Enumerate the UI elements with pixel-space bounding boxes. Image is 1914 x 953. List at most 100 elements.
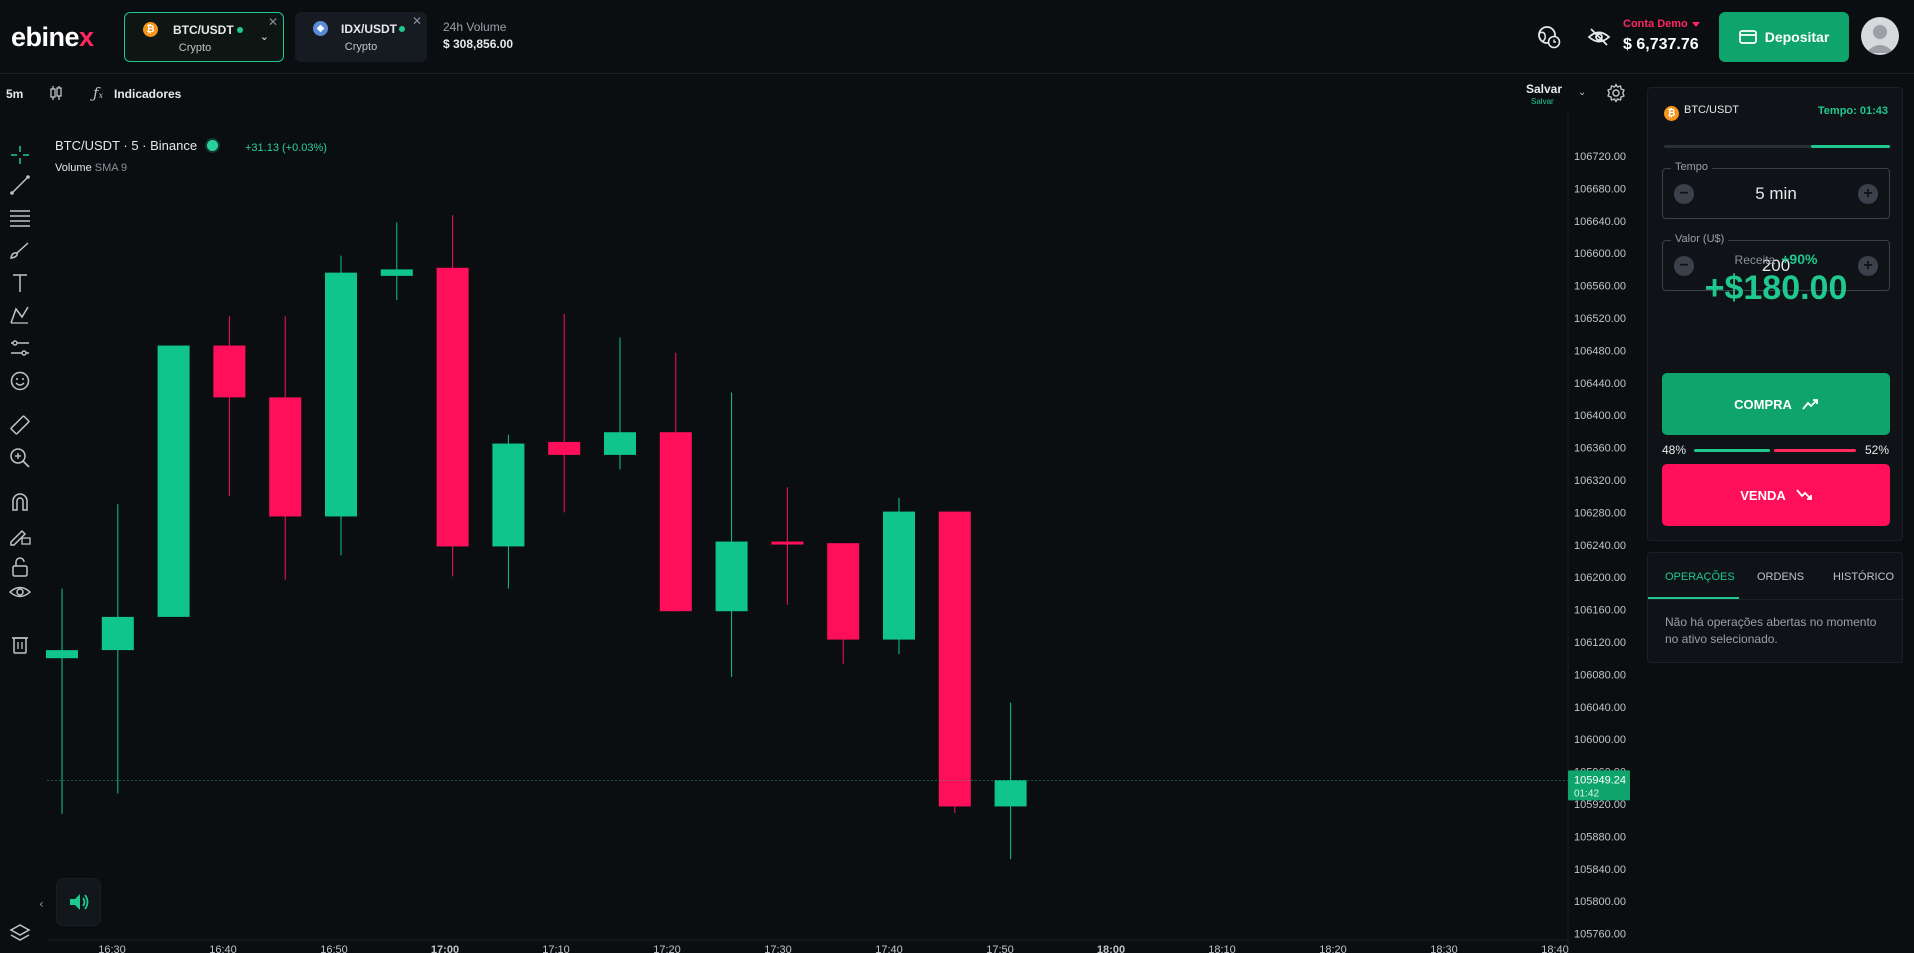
caret-down-icon xyxy=(1691,21,1700,27)
price-tick-label: 106240.00 xyxy=(1574,540,1626,552)
emoji-icon[interactable] xyxy=(8,369,32,393)
market-status-dot xyxy=(207,140,219,151)
active-tab-indicator xyxy=(1648,597,1739,599)
forecast-tool-icon[interactable] xyxy=(8,336,32,360)
user-icon xyxy=(1866,25,1894,53)
price-tick-label: 106320.00 xyxy=(1574,475,1626,487)
layers-icon[interactable] xyxy=(8,921,32,945)
income-value: +$180.00 xyxy=(1704,269,1848,307)
magnet-icon[interactable] xyxy=(8,490,32,514)
expiry-timer: Tempo: 01:43 xyxy=(1817,105,1888,117)
price-tick-label: 106280.00 xyxy=(1574,507,1626,519)
brush-icon[interactable] xyxy=(8,238,32,262)
tab-operations[interactable]: OPERAÇÕES xyxy=(1665,571,1735,583)
save-layout-button[interactable]: Salvar xyxy=(1526,82,1563,96)
speaker-icon xyxy=(69,894,88,910)
time-tick-label: 17:00 xyxy=(431,944,459,953)
ruler-icon[interactable] xyxy=(8,413,32,437)
text-tool-icon[interactable] xyxy=(8,271,32,295)
tab-history[interactable]: HISTÓRICO xyxy=(1833,571,1895,583)
chart-legend: BTC/USDT · 5 · Binance xyxy=(55,138,226,153)
avatar[interactable] xyxy=(1861,17,1899,55)
candles-icon[interactable] xyxy=(49,85,63,101)
candle-body[interactable] xyxy=(436,267,469,547)
chevron-down-icon[interactable]: ⌄ xyxy=(259,31,269,43)
buy-sentiment-bar xyxy=(1694,449,1770,452)
minus-icon[interactable]: − xyxy=(1674,184,1694,204)
price-tick-label: 105760.00 xyxy=(1574,929,1626,941)
zoom-in-icon[interactable] xyxy=(8,446,32,470)
sell-label: VENDA xyxy=(1740,487,1786,503)
candle-body[interactable] xyxy=(213,345,246,398)
live-dot xyxy=(399,26,405,32)
sell-button[interactable]: VENDA xyxy=(1662,464,1890,526)
eye-icon[interactable] xyxy=(8,580,32,604)
bitcoin-icon: ₿ xyxy=(143,22,158,37)
candle-body[interactable] xyxy=(994,780,1027,807)
fx-icon[interactable]: ƒx xyxy=(93,84,104,102)
candle-body[interactable] xyxy=(548,441,581,455)
close-tab-icon[interactable]: ✕ xyxy=(267,15,278,29)
account-balance: $ 6,737.76 xyxy=(1623,36,1699,53)
buy-button[interactable]: COMPRA xyxy=(1662,373,1890,435)
time-tick-label: 16:50 xyxy=(320,944,348,953)
deposit-button[interactable]: Depositar xyxy=(1719,12,1849,62)
payout-percent: +90% xyxy=(1781,251,1818,267)
indicators-button[interactable]: Indicadores xyxy=(114,87,182,101)
candle-body[interactable] xyxy=(101,616,134,651)
gear-icon[interactable] xyxy=(1606,83,1626,103)
ebinex-logo[interactable]: ebinex xyxy=(11,22,94,52)
globe-clock-icon[interactable] xyxy=(1536,24,1562,50)
candle-body[interactable] xyxy=(269,397,302,517)
amount-input[interactable]: 200 xyxy=(1761,256,1791,275)
candle-body[interactable] xyxy=(325,272,357,517)
time-value[interactable]: 5 min xyxy=(1755,184,1797,203)
trend-down-icon xyxy=(1796,489,1812,500)
candle-body[interactable] xyxy=(715,541,748,612)
candle-body[interactable] xyxy=(938,511,971,807)
price-tick-label: 106640.00 xyxy=(1574,216,1626,228)
minus-icon[interactable]: − xyxy=(1674,256,1694,276)
candle-body[interactable] xyxy=(604,432,636,455)
candle-body[interactable] xyxy=(380,269,413,276)
price-tick-label: 106160.00 xyxy=(1574,605,1626,617)
asset-tab-idx-usdt[interactable]: ◆ IDX/USDT ✕ Crypto xyxy=(295,12,427,62)
asset-tab-btc-usdt[interactable]: ₿ BTC/USDT ✕ ⌄ Crypto xyxy=(124,12,284,62)
current-price-label: 105949.24 xyxy=(1574,774,1626,786)
hide-balance-icon[interactable] xyxy=(1586,24,1612,50)
candle-body[interactable] xyxy=(157,345,190,617)
price-tick-label: 105920.00 xyxy=(1574,799,1626,811)
candle-body[interactable] xyxy=(827,543,860,640)
candle-body[interactable] xyxy=(46,650,78,659)
crosshair-icon[interactable] xyxy=(8,143,32,167)
tab-orders[interactable]: ORDENS xyxy=(1757,571,1805,583)
plus-icon[interactable]: + xyxy=(1858,184,1878,204)
price-chart[interactable]: 106720.00 106680.00 106640.00 106600.00 1065… xyxy=(0,0,1640,953)
unlock-icon[interactable] xyxy=(8,555,32,579)
account-type-dropdown[interactable]: Conta Demo xyxy=(1623,18,1700,30)
interval-selector[interactable]: 5m xyxy=(6,87,24,101)
trash-icon[interactable] xyxy=(8,632,32,656)
sell-sentiment-percent: 52% xyxy=(1864,443,1889,457)
buy-sentiment-percent: 48% xyxy=(1662,443,1687,457)
price-tick-label: 106680.00 xyxy=(1574,183,1626,195)
volume-indicator-label: Volume xyxy=(55,162,92,174)
price-tick-label: 106040.00 xyxy=(1574,702,1626,714)
close-tab-icon[interactable]: ✕ xyxy=(411,14,422,28)
lock-drawing-icon[interactable] xyxy=(8,523,32,547)
candle-body[interactable] xyxy=(883,511,915,640)
plus-icon[interactable]: + xyxy=(1858,256,1878,276)
candle-body[interactable] xyxy=(492,443,525,547)
chevron-down-icon[interactable]: ⌄ xyxy=(1578,87,1587,98)
live-dot xyxy=(237,27,243,33)
trend-line-icon[interactable] xyxy=(8,173,32,197)
price-tick-label: 105880.00 xyxy=(1574,831,1626,843)
candle-body[interactable] xyxy=(659,432,692,612)
collapse-arrow-icon[interactable]: ‹ xyxy=(39,897,44,911)
candle-body[interactable] xyxy=(771,541,804,545)
sound-toggle-button[interactable] xyxy=(56,878,101,926)
candle-countdown-label: 01:42 xyxy=(1574,788,1599,799)
horizontal-lines-icon[interactable] xyxy=(8,206,32,230)
expiry-progress-bar xyxy=(1664,145,1890,148)
pattern-tool-icon[interactable] xyxy=(8,303,32,327)
